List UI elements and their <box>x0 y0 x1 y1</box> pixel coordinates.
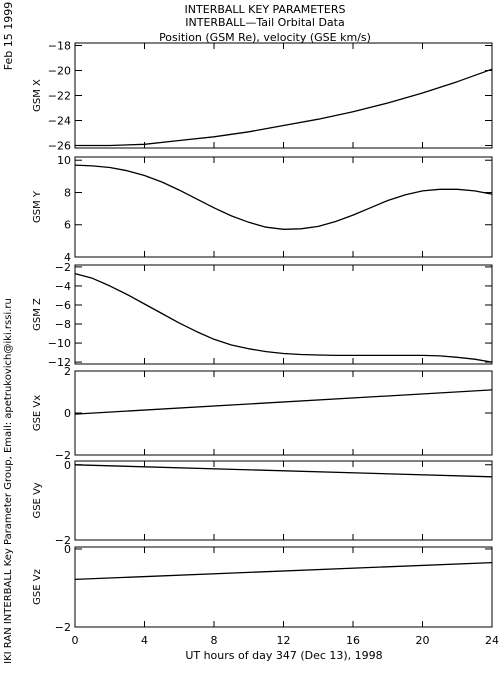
y-axis-label: GSE Vy <box>32 482 43 518</box>
y-tick-label: −22 <box>48 90 71 103</box>
x-tick-label: 4 <box>141 634 148 647</box>
panel-5: −2 0 GSE Vy <box>32 459 493 547</box>
x-tick-label: 16 <box>346 634 360 647</box>
y-tick-label: 2 <box>64 365 71 378</box>
series-line <box>75 68 493 147</box>
x-tick-label: 0 <box>72 634 79 647</box>
x-tick-label: 24 <box>485 634 499 647</box>
series-line <box>74 464 493 478</box>
figure-units-line: Position (GSM Re), velocity (GSE km/s) <box>159 31 371 44</box>
y-tick-label: 6 <box>64 219 71 232</box>
y-tick-label: 0 <box>64 543 71 556</box>
x-axis-label: UT hours of day 347 (Dec 13), 1998 <box>185 649 382 662</box>
series-line <box>74 389 493 415</box>
y-tick-label: −2 <box>55 621 71 634</box>
panel-1: −26 −24 −22 −20 −18 GSM X <box>32 40 493 153</box>
y-tick-label: −2 <box>55 261 71 274</box>
x-tick-label: 12 <box>277 634 291 647</box>
panel-frame <box>74 156 493 258</box>
y-tick-label: −2 <box>55 534 71 547</box>
y-axis-label: GSE Vz <box>32 569 43 605</box>
y-tick-label: −10 <box>48 337 71 350</box>
y-tick-label: 0 <box>64 407 71 420</box>
plot-date: Feb 15 1999 <box>2 2 15 70</box>
y-tick-label: 10 <box>57 154 71 167</box>
y-tick-label: −24 <box>48 115 71 128</box>
credit-line: IKI RAN INTERBALL Key Parameter Group, E… <box>3 298 14 664</box>
y-tick-label: −6 <box>55 299 71 312</box>
panel-frame <box>74 264 493 365</box>
panel-6: −2 0 GSE Vz <box>32 543 493 634</box>
series-line <box>74 272 493 363</box>
panel-frame <box>74 370 493 456</box>
series-line <box>74 164 493 230</box>
y-tick-label: 8 <box>64 186 71 199</box>
x-tick-label: 20 <box>416 634 430 647</box>
y-tick-label: −2 <box>55 449 71 462</box>
y-axis-label: GSE Vx <box>32 395 43 431</box>
x-tick-label: 8 <box>211 634 218 647</box>
y-tick-label: −20 <box>48 65 71 78</box>
panel-2: 4 6 8 10 GSM Y <box>32 154 493 264</box>
y-tick-label: −4 <box>55 280 71 293</box>
panel-frame <box>74 460 493 541</box>
y-tick-label: −8 <box>55 318 71 331</box>
figure-title: INTERBALL KEY PARAMETERS <box>185 3 346 16</box>
y-tick-label: −26 <box>48 140 71 153</box>
y-tick-label: −12 <box>48 356 71 369</box>
panel-frame <box>74 42 493 149</box>
y-axis-label: GSM Z <box>32 298 43 331</box>
panel-3: −12 −10 −8 −6 −4 −2 GSM Z <box>32 261 493 369</box>
panel-frame <box>74 546 493 628</box>
series-line <box>74 561 493 581</box>
panel-4: −2 0 2 GSE Vx <box>32 365 493 462</box>
y-axis-label: GSM Y <box>32 190 43 223</box>
figure-subtitle: INTERBALL—Tail Orbital Data <box>185 16 344 29</box>
y-tick-label: 0 <box>64 459 71 472</box>
y-tick-label: 4 <box>64 251 71 264</box>
y-axis-label: GSM X <box>32 79 43 112</box>
y-tick-label: −18 <box>48 40 71 53</box>
